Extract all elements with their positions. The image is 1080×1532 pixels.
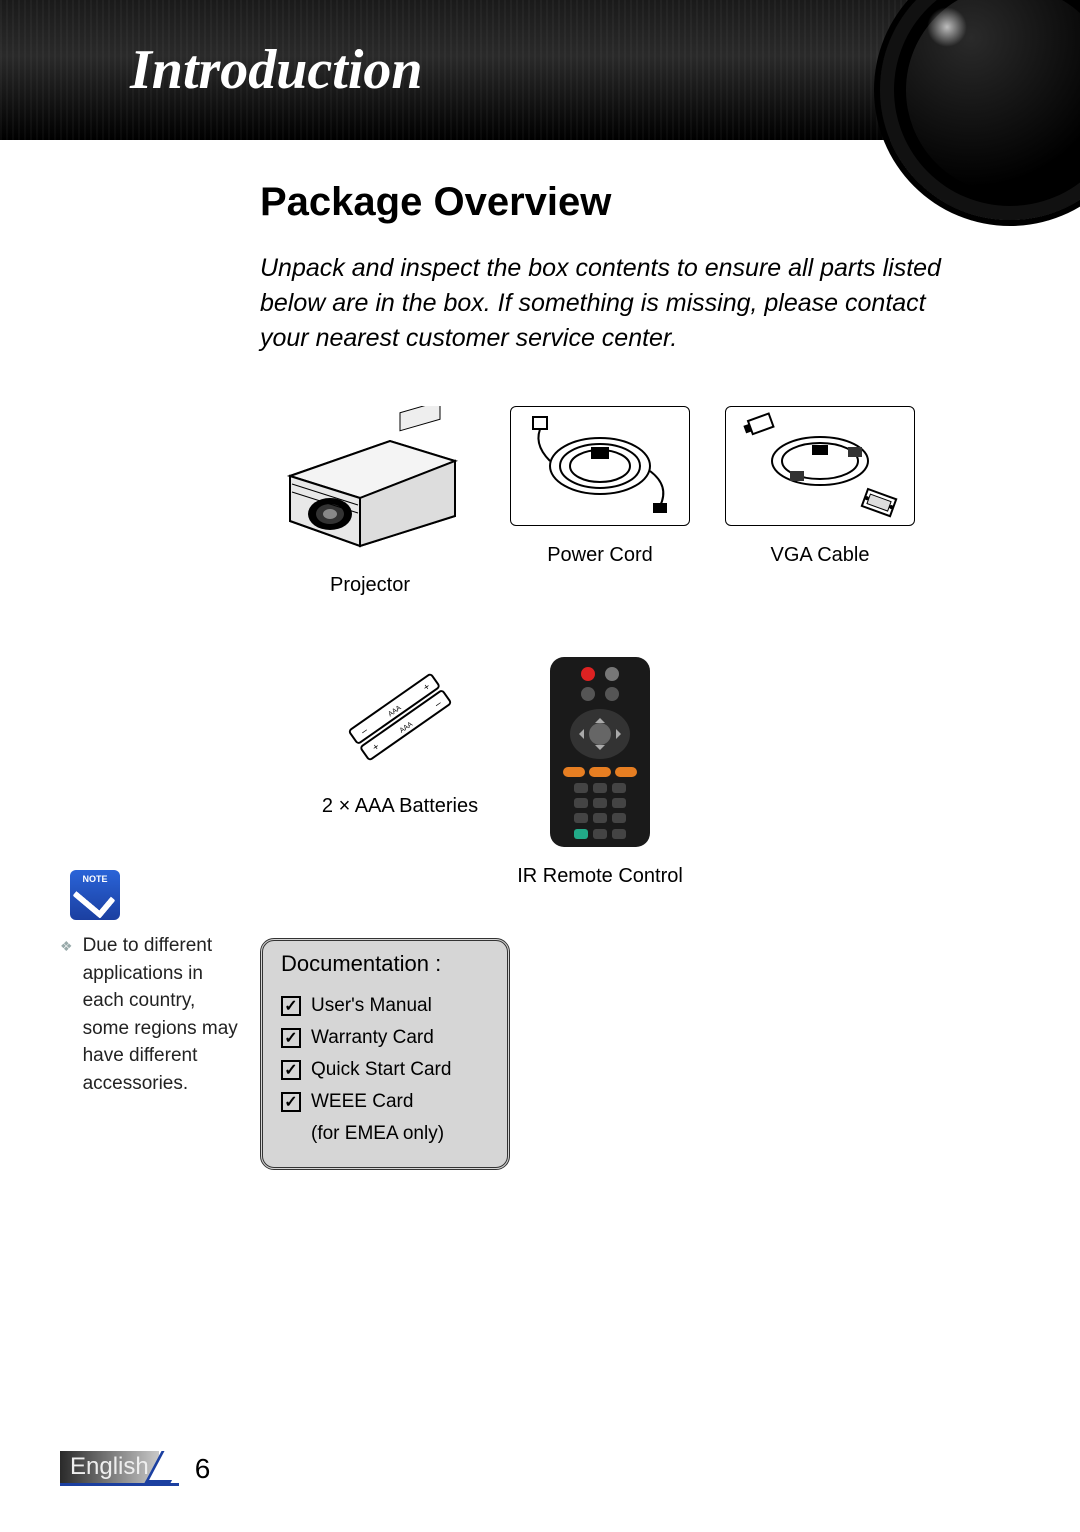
vga-cable-image [725,406,915,526]
item-power-cord: Power Cord [500,406,700,597]
page-footer: English 6 [60,1451,210,1486]
footer-page-number: 6 [195,1453,211,1485]
doc-item: ✓ Quick Start Card [281,1059,489,1081]
item-label: Projector [330,574,410,597]
note-badge-label: NOTE [70,874,120,884]
doc-item-label: User's Manual [311,995,432,1017]
batteries-image: –+ +– AAA AAA [330,657,470,777]
documentation-title: Documentation : [281,951,489,977]
bullet-icon: ❖ [60,932,73,1097]
item-label: Power Cord [547,544,653,567]
doc-item: ✓ Warranty Card [281,1027,489,1049]
note-bullet: ❖ Due to different applications in each … [60,932,240,1097]
page-header: Introduction [0,0,1080,140]
checkbox-icon: ✓ [281,1092,301,1112]
note-block: NOTE ❖ Due to different applications in … [60,870,240,1097]
page-content: Package Overview Unpack and inspect the … [0,140,1080,1170]
footer-language: English [60,1451,159,1483]
section-title: Package Overview [260,180,1000,225]
doc-subnote: (for EMEA only) [311,1123,489,1145]
item-label: 2 × AAA Batteries [322,795,478,818]
checkbox-icon: ✓ [281,1028,301,1048]
item-projector: Projector [260,406,480,597]
doc-item-label: WEEE Card [311,1091,413,1113]
power-cord-image [510,406,690,526]
doc-item-label: Quick Start Card [311,1059,451,1081]
doc-item-label: Warranty Card [311,1027,434,1049]
section-intro: Unpack and inspect the box contents to e… [260,251,960,356]
documentation-list: ✓ User's Manual ✓ Warranty Card ✓ Quick Sta… [281,995,489,1113]
projector-image [270,406,470,556]
item-vga-cable: VGA Cable [720,406,920,597]
doc-item: ✓ User's Manual [281,995,489,1017]
doc-item: ✓ WEEE Card [281,1091,489,1113]
item-batteries: –+ +– AAA AAA 2 × AAA Batteries [322,657,478,888]
checkbox-icon: ✓ [281,1060,301,1080]
documentation-box: Documentation : ✓ User's Manual ✓ Warranty… [260,938,510,1170]
chapter-title: Introduction [130,38,423,102]
item-remote: IR Remote Control [500,657,700,888]
package-items-grid: Projector Power Cord [260,406,1000,888]
item-label: IR Remote Control [517,865,683,888]
note-icon: NOTE [70,870,120,920]
checkbox-icon: ✓ [281,996,301,1016]
note-text: Due to different applications in each co… [83,932,240,1097]
item-label: VGA Cable [771,544,870,567]
remote-image [550,657,650,847]
